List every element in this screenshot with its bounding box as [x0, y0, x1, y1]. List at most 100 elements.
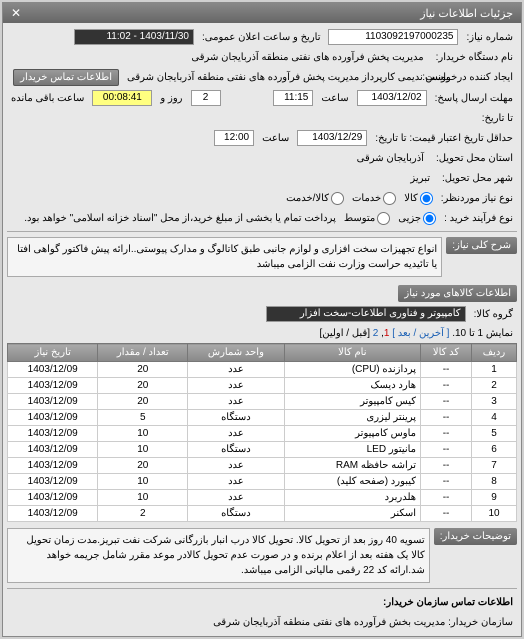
- buyer-contact-button[interactable]: اطلاعات تماس خریدار: [13, 69, 119, 86]
- table-cell: 10: [98, 474, 188, 490]
- table-cell: عدد: [188, 362, 284, 378]
- group-value: کامپیوتر و فناوری اطلاعات-سخت افزار: [266, 306, 466, 322]
- page-2[interactable]: 2: [373, 328, 379, 339]
- org-contact-label: اطلاعات تماس سازمان خریدار:: [379, 597, 517, 608]
- table-cell: پرینتر لیزری: [284, 410, 420, 426]
- table-cell: کیبورد (صفحه کلید): [284, 474, 420, 490]
- table-cell: 2: [98, 506, 188, 522]
- col-unit: واحد شمارش: [188, 344, 284, 362]
- creator-label: ایجاد کننده درخواست:: [457, 72, 517, 83]
- table-cell: اسکنر: [284, 506, 420, 522]
- table-cell: 1403/12/09: [8, 458, 98, 474]
- table-cell: 1403/12/09: [8, 474, 98, 490]
- table-cell: 2: [472, 378, 517, 394]
- table-cell: --: [421, 394, 472, 410]
- table-row: 6--مانیتور LEDدستگاه101403/12/09: [8, 442, 517, 458]
- table-cell: کیس کامپیوتر: [284, 394, 420, 410]
- radio-kala[interactable]: کالا: [404, 192, 433, 205]
- deadline-send-time: 11:15: [273, 90, 313, 106]
- table-cell: 3: [472, 394, 517, 410]
- table-cell: 1403/12/09: [8, 442, 98, 458]
- table-row: 2--هارد دیسکعدد201403/12/09: [8, 378, 517, 394]
- pagination-prev[interactable]: [ آخرین / بعد ]: [392, 328, 449, 339]
- table-row: 7--تراشه حافظه RAMعدد201403/12/09: [8, 458, 517, 474]
- table-row: 4--پرینتر لیزریدستگاه51403/12/09: [8, 410, 517, 426]
- table-cell: 10: [98, 426, 188, 442]
- table-row: 5--ماوس کامپیوترعدد101403/12/09: [8, 426, 517, 442]
- table-cell: دستگاه: [188, 506, 284, 522]
- purchase-type-label: نوع فرآیند خرید :: [440, 213, 517, 224]
- delivery-city: تبریز: [406, 173, 434, 184]
- announce-label: تاریخ و ساعت اعلان عمومی:: [198, 32, 325, 43]
- deadline-send-date: 1403/12/02: [357, 90, 427, 106]
- table-cell: 5: [98, 410, 188, 426]
- countdown-timer: 00:08:41: [92, 90, 152, 106]
- buyer-label: نام دستگاه خریدار:: [432, 52, 517, 63]
- table-cell: --: [421, 362, 472, 378]
- need-type-radios: کالا خدمات کالا/خدمت: [286, 192, 433, 205]
- radio-kala-input[interactable]: [420, 192, 433, 205]
- radio-khadamat[interactable]: خدمات: [352, 192, 396, 205]
- col-row: ردیف: [472, 344, 517, 362]
- table-cell: 1403/12/09: [8, 490, 98, 506]
- table-cell: هلدربرد: [284, 490, 420, 506]
- price-deadline-label: حداقل تاریخ اعتبار قیمت: تا تاریخ:: [371, 133, 517, 144]
- purchase-type-radios: جزیی متوسط: [344, 212, 436, 225]
- radio-jozi[interactable]: جزیی: [398, 212, 436, 225]
- price-deadline-time: 12:00: [214, 130, 254, 146]
- title-section-label: شرح کلی نیاز:: [446, 237, 517, 254]
- table-row: 10--اسکنردستگاه21403/12/09: [8, 506, 517, 522]
- page-1: 1: [384, 328, 390, 339]
- table-row: 3--کیس کامپیوترعدد201403/12/09: [8, 394, 517, 410]
- table-cell: دستگاه: [188, 410, 284, 426]
- need-no-label: شماره نیاز:: [462, 32, 517, 43]
- remain-label: ساعت باقی مانده: [7, 93, 88, 104]
- creator-value: یونس ندیمی کارپرداز مدیریت پخش فرآورده ه…: [123, 72, 453, 83]
- table-cell: مانیتور LED: [284, 442, 420, 458]
- table-cell: عدد: [188, 490, 284, 506]
- delivery-city-label: شهر محل تحویل:: [438, 173, 517, 184]
- table-cell: تراشه حافظه RAM: [284, 458, 420, 474]
- radio-motavasset[interactable]: متوسط: [344, 212, 390, 225]
- table-cell: --: [421, 378, 472, 394]
- table-cell: --: [421, 458, 472, 474]
- radio-kala-khadamat-input[interactable]: [331, 192, 344, 205]
- delivery-province: آذربایجان شرقی: [353, 153, 428, 164]
- table-cell: 1403/12/09: [8, 378, 98, 394]
- table-cell: 1403/12/09: [8, 506, 98, 522]
- radio-jozi-input[interactable]: [423, 212, 436, 225]
- announce-value: 1403/11/30 - 11:02: [74, 29, 194, 45]
- table-cell: 20: [98, 362, 188, 378]
- table-cell: --: [421, 410, 472, 426]
- table-cell: 1403/12/09: [8, 362, 98, 378]
- table-cell: 20: [98, 394, 188, 410]
- table-cell: --: [421, 426, 472, 442]
- close-icon[interactable]: ✕: [11, 6, 21, 20]
- table-cell: 1403/12/09: [8, 410, 98, 426]
- col-name: نام کالا: [284, 344, 420, 362]
- table-cell: عدد: [188, 394, 284, 410]
- table-cell: 10: [98, 490, 188, 506]
- radio-kala-khadamat[interactable]: کالا/خدمت: [286, 192, 344, 205]
- table-cell: 1403/12/09: [8, 426, 98, 442]
- col-qty: تعداد / مقدار: [98, 344, 188, 362]
- buyer-value: مدیریت پخش فرآورده های نفتی منطقه آذربای…: [187, 52, 427, 63]
- table-cell: 5: [472, 426, 517, 442]
- table-cell: --: [421, 442, 472, 458]
- table-cell: پردازنده (CPU): [284, 362, 420, 378]
- group-label: گروه کالا:: [470, 309, 517, 320]
- radio-motavasset-input[interactable]: [377, 212, 390, 225]
- validity-label: تا تاریخ:: [427, 113, 517, 124]
- table-cell: --: [421, 506, 472, 522]
- table-cell: عدد: [188, 426, 284, 442]
- table-cell: 6: [472, 442, 517, 458]
- radio-khadamat-input[interactable]: [383, 192, 396, 205]
- table-cell: ماوس کامپیوتر: [284, 426, 420, 442]
- table-cell: عدد: [188, 378, 284, 394]
- col-date: تاریخ نیاز: [8, 344, 98, 362]
- need-type-label: نوع نیاز موردنظر:: [437, 193, 517, 204]
- pagination-showing: نمایش 1 تا 10.: [452, 328, 513, 339]
- need-no-value: 1103092197000235: [328, 29, 458, 45]
- table-cell: 9: [472, 490, 517, 506]
- table-row: 8--کیبورد (صفحه کلید)عدد101403/12/09: [8, 474, 517, 490]
